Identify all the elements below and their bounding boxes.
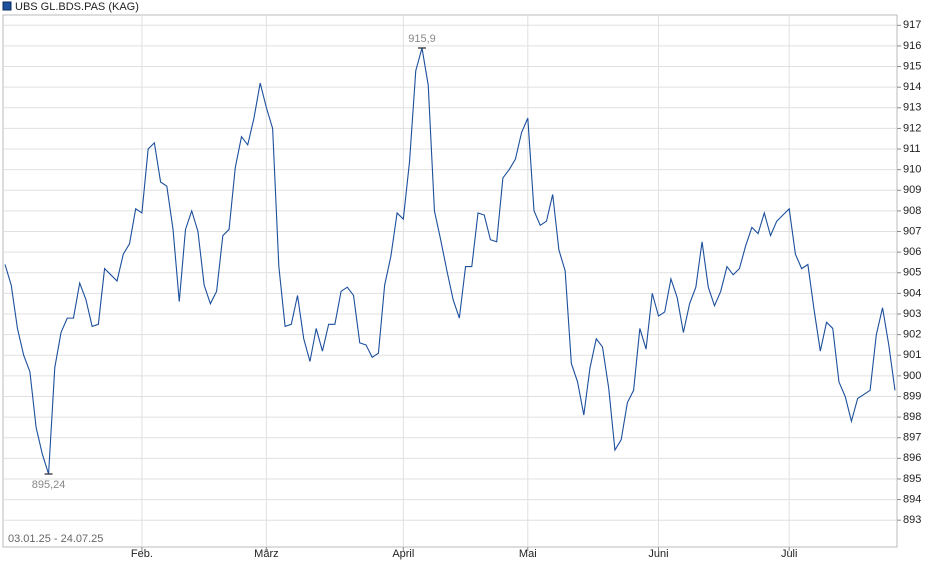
y-tick-label: 900 — [903, 370, 921, 382]
y-tick-label: 899 — [903, 390, 921, 402]
y-tick-label: 916 — [903, 40, 921, 52]
value-label: 915,9 — [408, 33, 436, 45]
x-tick-label: April — [392, 548, 414, 560]
y-tick-label: 912 — [903, 122, 921, 134]
y-tick-label: 908 — [903, 205, 921, 217]
line-series — [4, 47, 896, 475]
date-range: 03.01.25 - 24.07.25 — [8, 533, 103, 545]
y-tick-label: 907 — [903, 225, 921, 237]
y-tick-label: 917 — [903, 19, 921, 31]
y-tick-label: 911 — [903, 143, 921, 155]
y-tick-label: 897 — [903, 432, 921, 444]
legend-swatch — [2, 1, 12, 11]
x-tick-label: Juli — [781, 548, 798, 560]
y-tick-label: 913 — [903, 102, 921, 114]
y-tick-label: 905 — [903, 267, 921, 279]
legend-label: UBS GL.BDS.PAS (KAG) — [15, 1, 139, 13]
plot-frame — [2, 14, 898, 548]
y-tick-label: 902 — [903, 329, 921, 341]
x-tick-label: März — [254, 548, 278, 560]
x-tick-label: Mai — [519, 548, 537, 560]
y-tick-label: 896 — [903, 452, 921, 464]
y-tick-label: 901 — [903, 349, 921, 361]
y-tick-label: 903 — [903, 308, 921, 320]
x-tick-label: Feb. — [131, 548, 153, 560]
value-label: 895,24 — [32, 479, 66, 491]
y-tick-label: 895 — [903, 473, 921, 485]
y-tick-label: 906 — [903, 246, 921, 258]
y-tick-label: 904 — [903, 287, 921, 299]
y-tick-label: 894 — [903, 493, 921, 505]
y-tick-label: 909 — [903, 184, 921, 196]
y-tick-label: 893 — [903, 514, 921, 526]
y-tick-label: 915 — [903, 60, 921, 72]
x-tick-label: Juni — [648, 548, 668, 560]
y-tick-label: 914 — [903, 81, 921, 93]
y-tick-label: 910 — [903, 164, 921, 176]
y-tick-label: 898 — [903, 411, 921, 423]
